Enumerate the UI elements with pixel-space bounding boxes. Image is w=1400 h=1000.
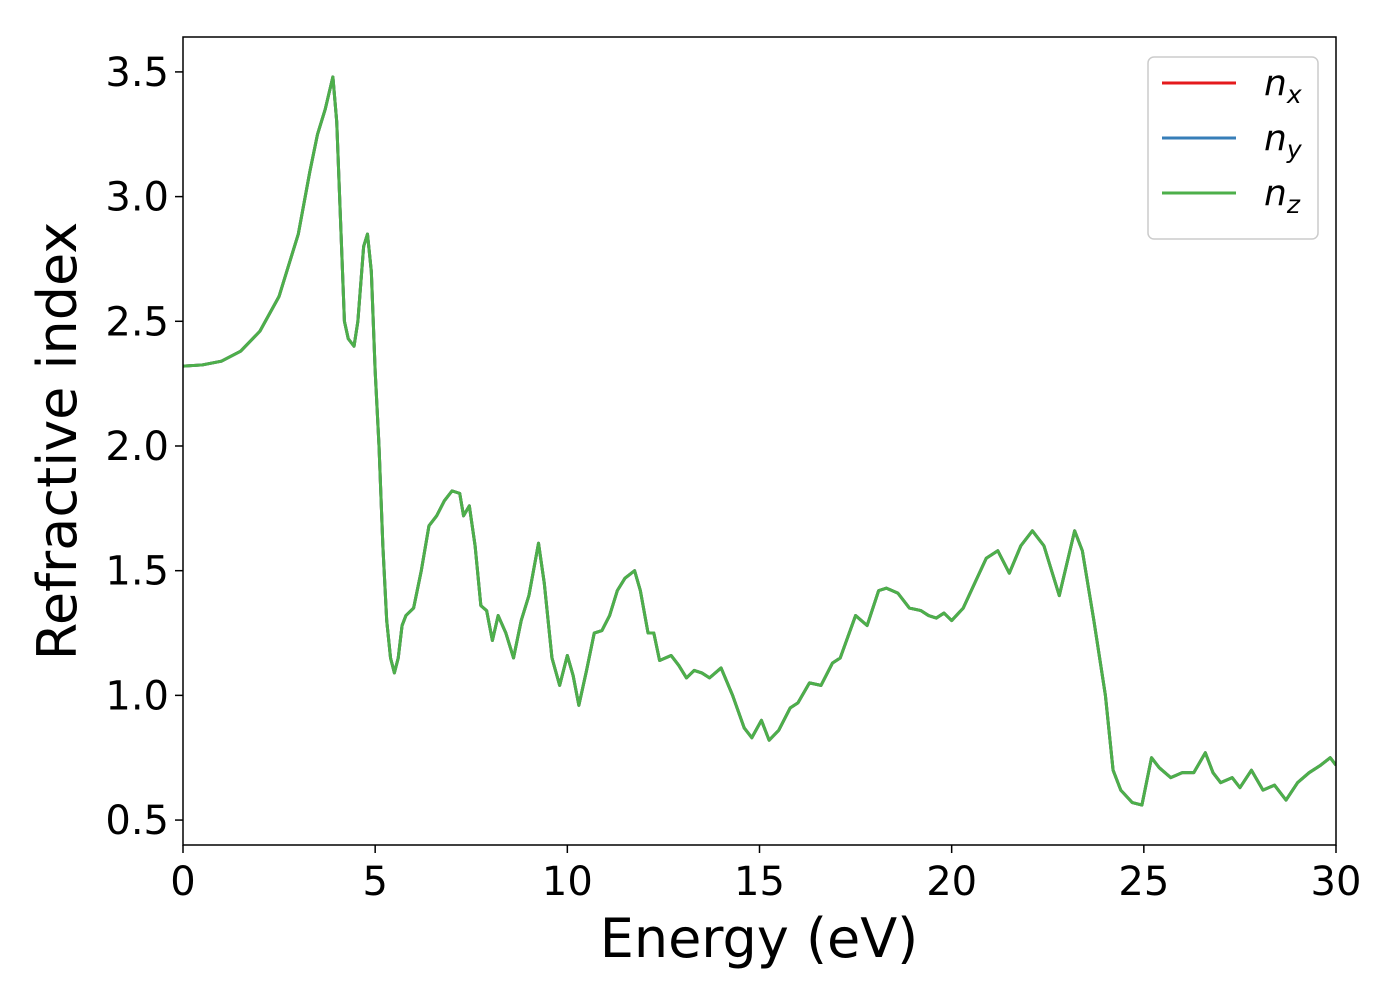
x-axis-label: Energy (eV) bbox=[600, 907, 919, 970]
x-tick-label: 15 bbox=[734, 859, 785, 905]
y-tick-label: 2.5 bbox=[105, 299, 169, 345]
y-tick-label: 1.0 bbox=[105, 673, 169, 719]
y-tick-label: 3.5 bbox=[105, 50, 169, 96]
y-tick-label: 2.0 bbox=[105, 424, 169, 470]
y-axis-label: Refractive index bbox=[26, 222, 89, 661]
x-tick-label: 5 bbox=[362, 859, 387, 905]
data-line bbox=[183, 75, 1336, 807]
y-tick-label: 1.5 bbox=[105, 549, 169, 595]
x-tick-label: 20 bbox=[926, 859, 977, 905]
x-tick-label: 0 bbox=[170, 859, 195, 905]
plot-frame bbox=[182, 36, 1337, 846]
legend-label: nz bbox=[1264, 173, 1301, 219]
y-tick-label: 0.5 bbox=[105, 798, 169, 844]
x-tick-label: 10 bbox=[542, 859, 593, 905]
y-tick-label: 3.0 bbox=[105, 175, 169, 221]
legend-label: ny bbox=[1264, 118, 1303, 164]
x-tick-label: 30 bbox=[1311, 859, 1362, 905]
legend-label: nx bbox=[1264, 63, 1302, 109]
x-tick-label: 25 bbox=[1118, 859, 1169, 905]
